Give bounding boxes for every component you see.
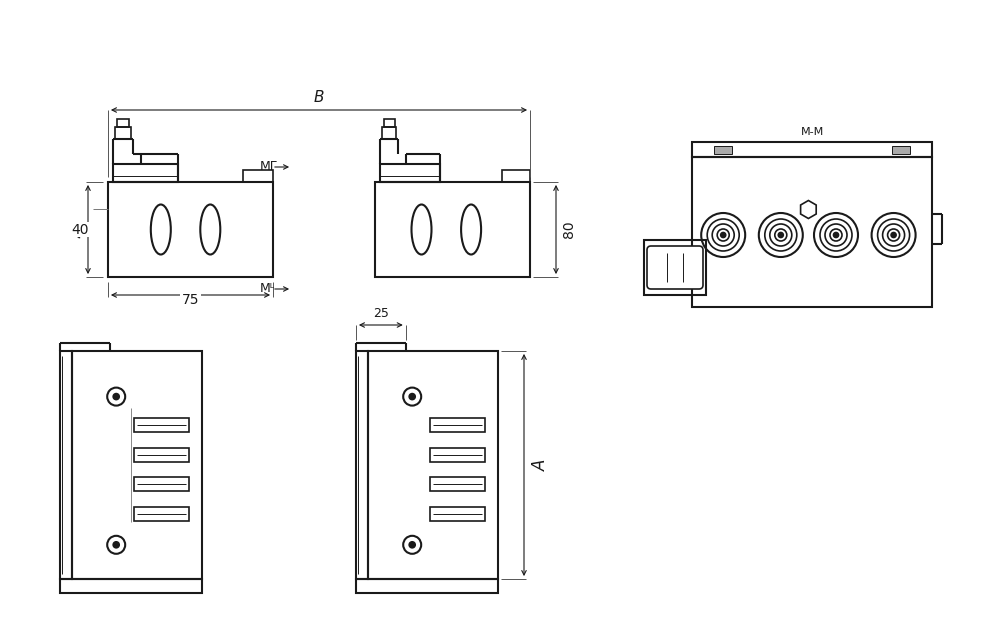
Text: M-M: M-M <box>800 127 824 137</box>
Polygon shape <box>801 201 816 218</box>
Bar <box>430 477 485 491</box>
Ellipse shape <box>200 204 220 254</box>
Text: 40: 40 <box>71 223 89 236</box>
Bar <box>502 170 530 182</box>
Bar <box>134 507 189 521</box>
Bar <box>430 447 485 462</box>
Circle shape <box>409 542 415 548</box>
Circle shape <box>891 233 896 238</box>
Circle shape <box>778 233 783 238</box>
Bar <box>356 579 498 593</box>
Bar <box>113 164 178 182</box>
FancyBboxPatch shape <box>647 246 703 289</box>
Circle shape <box>409 394 415 400</box>
Bar <box>714 146 732 154</box>
Bar <box>134 418 189 432</box>
Bar <box>243 170 273 182</box>
Text: 80: 80 <box>562 221 576 238</box>
Text: A: A <box>532 459 550 471</box>
Bar <box>134 477 189 491</box>
Bar <box>368 351 498 579</box>
Bar <box>134 447 189 462</box>
Bar <box>644 240 706 295</box>
Text: B: B <box>314 90 324 105</box>
Bar <box>72 351 202 579</box>
Ellipse shape <box>151 204 171 254</box>
Bar <box>382 127 396 139</box>
Text: MΓ: MΓ <box>260 160 278 173</box>
Bar <box>430 507 485 521</box>
Circle shape <box>721 233 726 238</box>
Bar <box>375 182 530 277</box>
Bar <box>356 351 368 579</box>
Text: 40: 40 <box>72 221 86 238</box>
Bar <box>380 164 440 182</box>
Bar <box>60 579 202 593</box>
Bar <box>60 351 72 579</box>
Circle shape <box>834 233 838 238</box>
Bar <box>108 182 273 277</box>
Bar <box>892 146 910 154</box>
Circle shape <box>113 542 119 548</box>
Ellipse shape <box>461 204 481 254</box>
Bar <box>384 119 395 127</box>
Bar <box>692 157 932 307</box>
Bar <box>430 418 485 432</box>
Text: 75: 75 <box>182 293 199 307</box>
Text: Mᴸ: Mᴸ <box>260 283 275 296</box>
Bar <box>117 119 129 127</box>
Bar <box>692 142 932 157</box>
Bar <box>115 127 131 139</box>
Text: 25: 25 <box>373 307 389 320</box>
Ellipse shape <box>412 204 432 254</box>
Circle shape <box>113 394 119 400</box>
